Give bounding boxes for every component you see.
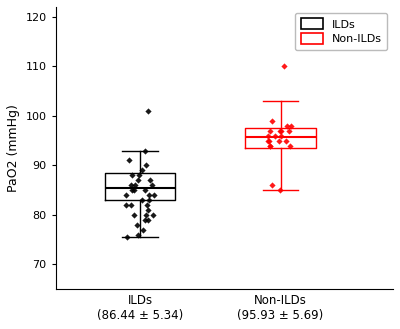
- Point: [142, 217, 148, 222]
- Point: [146, 192, 152, 198]
- Point: [278, 128, 284, 133]
- Point: [128, 202, 134, 208]
- Point: [146, 197, 152, 203]
- Point: [150, 192, 157, 198]
- Point: [142, 188, 148, 193]
- Point: [285, 128, 292, 133]
- Point: [278, 133, 284, 138]
- Point: [129, 173, 135, 178]
- Legend: ILDs, Non-ILDs: ILDs, Non-ILDs: [295, 13, 388, 50]
- Point: [124, 235, 130, 240]
- Point: [136, 173, 143, 178]
- Point: [145, 108, 152, 114]
- Point: [277, 188, 283, 193]
- Point: [272, 133, 278, 138]
- Point: [140, 227, 146, 232]
- Point: [138, 197, 145, 203]
- Point: [267, 143, 273, 148]
- Point: [277, 128, 283, 133]
- Point: [149, 183, 155, 188]
- Point: [288, 123, 294, 128]
- Point: [139, 168, 146, 173]
- Point: [142, 212, 149, 217]
- Point: [287, 143, 294, 148]
- Point: [131, 212, 138, 217]
- Point: [135, 232, 141, 237]
- Point: [282, 138, 289, 143]
- Point: [265, 138, 271, 143]
- Point: [134, 222, 140, 227]
- Point: [267, 143, 273, 148]
- Point: [268, 118, 275, 123]
- Point: [280, 64, 287, 69]
- Point: [142, 163, 149, 168]
- Point: [265, 133, 271, 138]
- Point: [129, 188, 135, 193]
- Point: [276, 138, 282, 143]
- Point: [147, 178, 153, 183]
- Point: [126, 158, 132, 163]
- Point: [144, 207, 151, 213]
- Point: [267, 128, 273, 133]
- Point: [269, 183, 275, 188]
- Point: [128, 183, 134, 188]
- Point: [130, 188, 137, 193]
- Point: [123, 192, 130, 198]
- Point: [132, 183, 139, 188]
- Point: [150, 212, 156, 217]
- Point: [134, 178, 141, 183]
- Point: [142, 148, 148, 153]
- Point: [284, 123, 291, 128]
- Y-axis label: PaO2 (mmHg): PaO2 (mmHg): [7, 104, 20, 192]
- Point: [144, 202, 150, 208]
- Point: [123, 202, 129, 208]
- Point: [144, 217, 151, 222]
- Point: [266, 138, 272, 143]
